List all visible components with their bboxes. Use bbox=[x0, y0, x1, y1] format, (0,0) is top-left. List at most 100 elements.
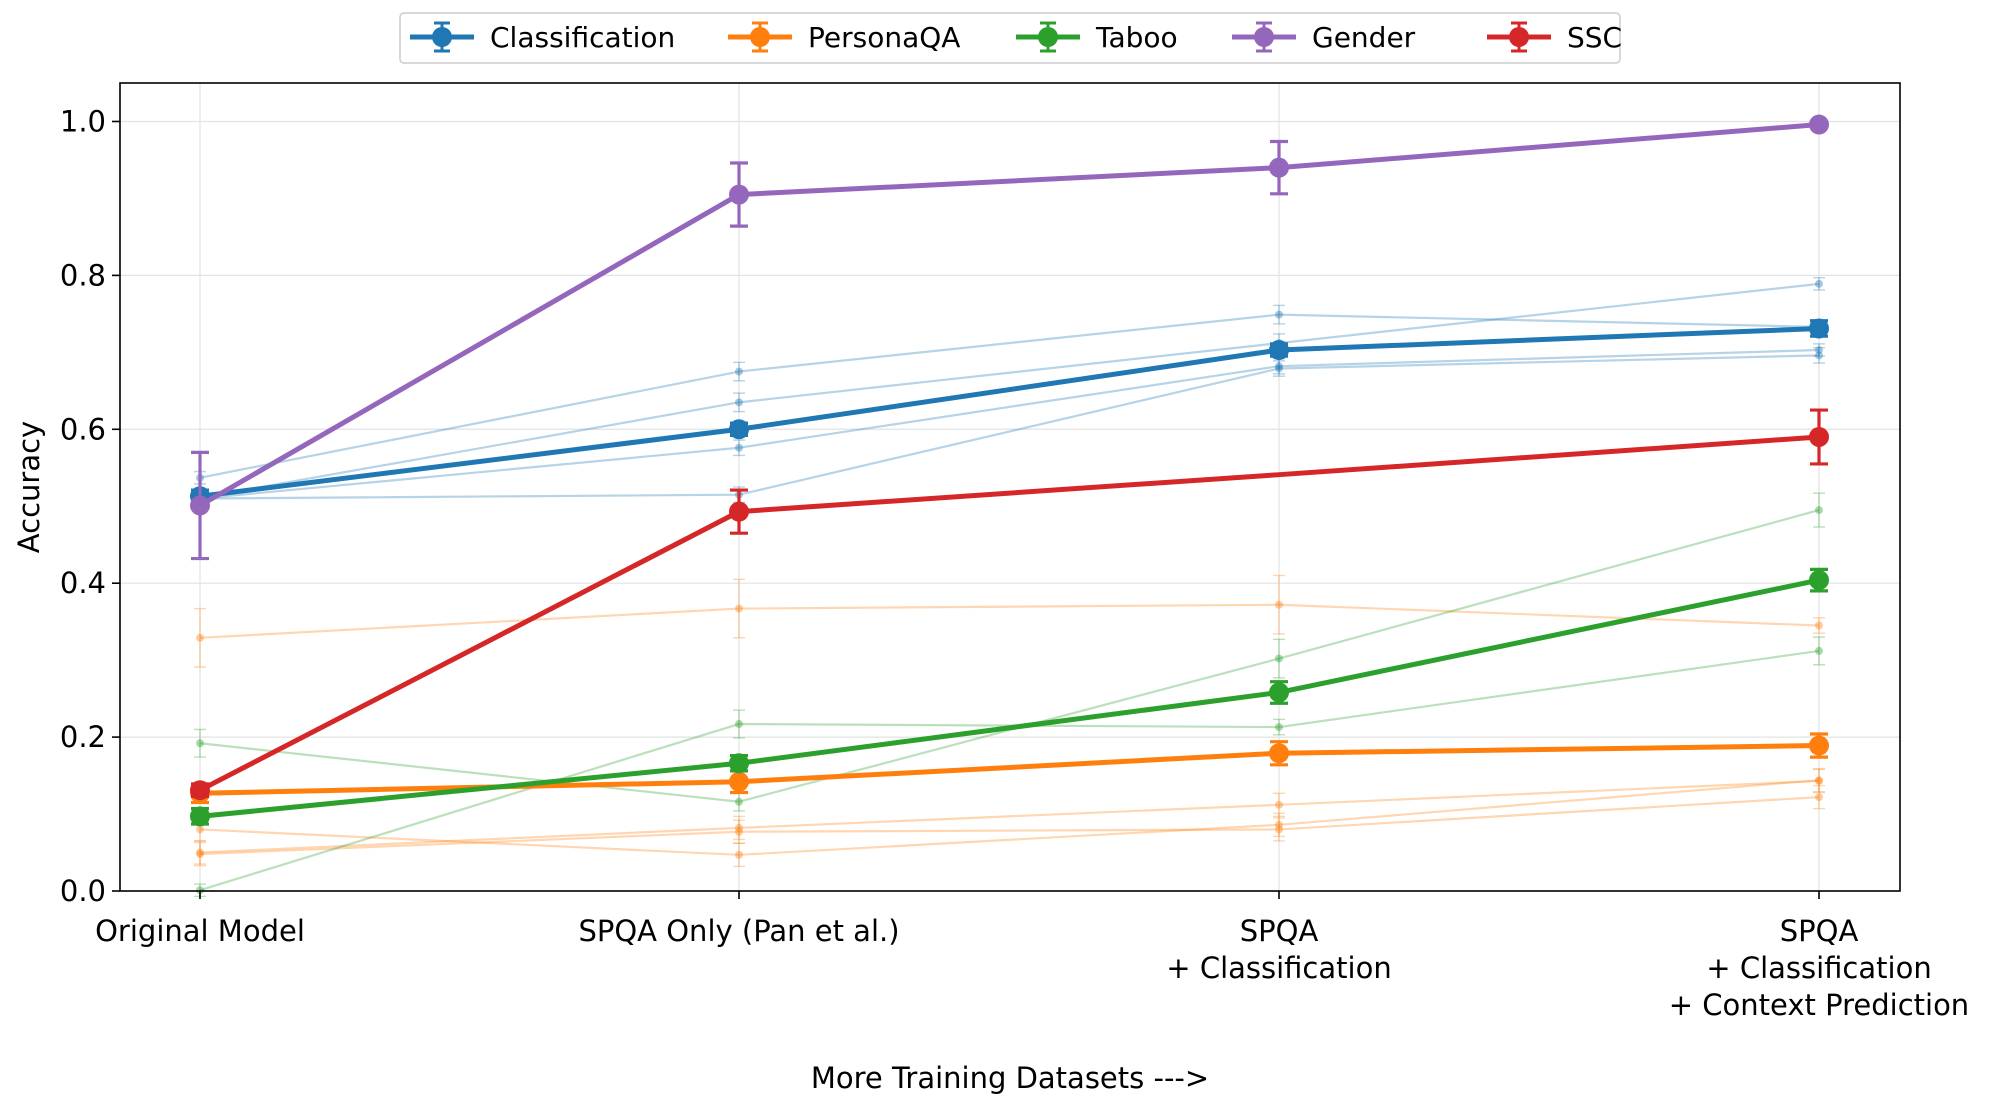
classification-subseries-point bbox=[1275, 362, 1283, 371]
y-tick-label: 0.8 bbox=[60, 258, 106, 292]
legend-item-gender: Gender bbox=[1232, 21, 1416, 54]
gender-point bbox=[1809, 114, 1829, 135]
taboo-subseries-point bbox=[196, 739, 204, 748]
classification-subseries-point bbox=[1815, 279, 1823, 288]
legend-label: Taboo bbox=[1095, 21, 1178, 54]
legend-item-taboo: Taboo bbox=[1016, 21, 1178, 54]
taboo-series bbox=[190, 567, 1829, 827]
classification-subseries-point bbox=[1275, 310, 1283, 319]
ssc-point bbox=[190, 780, 210, 801]
taboo-point bbox=[1809, 570, 1829, 591]
personaqa-subseries-point bbox=[735, 604, 743, 613]
personaqa-subseries-point bbox=[1275, 800, 1283, 809]
ssc-point bbox=[729, 501, 749, 522]
taboo-subseries-point bbox=[735, 797, 743, 806]
personaqa-subseries-point bbox=[1275, 600, 1283, 609]
ssc-series bbox=[190, 408, 1829, 801]
personaqa-subseries-line bbox=[199, 796, 1820, 856]
taboo-line bbox=[199, 577, 1820, 819]
taboo-point bbox=[729, 753, 749, 774]
ssc-line bbox=[198, 434, 1820, 793]
classification-subseries-point bbox=[1815, 351, 1823, 360]
y-axis-label: Accuracy bbox=[12, 421, 46, 553]
legend-label: SSC bbox=[1567, 21, 1622, 54]
legend-item-ssc: SSC bbox=[1487, 21, 1622, 54]
x-tick-label: SPQA Only (Pan et al.) bbox=[578, 914, 899, 948]
legend-frame bbox=[399, 12, 1621, 64]
x-tick-label: SPQA bbox=[1780, 914, 1859, 948]
legend-label: Classification bbox=[490, 21, 675, 54]
classification-subseries-point bbox=[735, 398, 743, 407]
classification-subseries-point bbox=[735, 443, 743, 452]
y-tick-label: 0.4 bbox=[60, 566, 106, 600]
personaqa-subseries-point bbox=[1815, 793, 1823, 802]
personaqa-subseries-point bbox=[196, 825, 204, 834]
y-tick-label: 0.0 bbox=[60, 874, 106, 908]
personaqa-subseries-line bbox=[199, 779, 1820, 856]
classification-subseries-line bbox=[199, 354, 1820, 500]
classification-subseries-point bbox=[1815, 346, 1823, 355]
axis-layer: 0.0 0.2 0.4 0.6 0.8 1.0 Original Model SPQA Onl… bbox=[60, 104, 1969, 1022]
gender-series bbox=[190, 114, 1829, 561]
personaqa-subseries-point bbox=[1815, 621, 1823, 630]
classification-point bbox=[1809, 318, 1829, 339]
gender-point bbox=[1269, 157, 1289, 178]
x-tick-label: + Classification bbox=[1706, 951, 1931, 985]
personaqa-subseries-point bbox=[196, 848, 204, 857]
legend-label: PersonaQA bbox=[808, 21, 960, 54]
x-tick-label: + Context Prediction bbox=[1669, 988, 1969, 1022]
y-tick-label: 1.0 bbox=[60, 104, 106, 138]
classification-point bbox=[1269, 340, 1289, 361]
gender-point bbox=[190, 495, 210, 516]
legend-item-classification: Classification bbox=[410, 21, 675, 54]
legend-swatch-marker bbox=[750, 27, 770, 47]
taboo-point bbox=[190, 806, 210, 827]
taboo-point bbox=[1269, 682, 1289, 703]
taboo-subseries-point bbox=[1275, 723, 1283, 732]
personaqa-subseries-point bbox=[735, 827, 743, 836]
classification-subseries-line bbox=[199, 313, 1820, 479]
classification-point bbox=[729, 419, 749, 440]
personaqa-subseries-line bbox=[199, 603, 1820, 639]
gender-line bbox=[198, 122, 1820, 508]
taboo-subseries-point bbox=[1815, 646, 1823, 655]
legend-swatch-marker bbox=[1038, 27, 1058, 47]
legend-label: Gender bbox=[1312, 21, 1416, 54]
ssc-point bbox=[1809, 426, 1829, 447]
x-axis-label: More Training Datasets ---> bbox=[811, 1061, 1209, 1095]
main-series-layer bbox=[190, 114, 1829, 827]
plot-frame bbox=[119, 82, 1901, 892]
gender-point bbox=[729, 184, 749, 205]
personaqa-subseries-point bbox=[1275, 825, 1283, 834]
legend-swatch-marker bbox=[432, 27, 452, 47]
personaqa-subseries-line bbox=[199, 779, 1820, 854]
taboo-subseries-point bbox=[1275, 654, 1283, 663]
legend-swatch-marker bbox=[1254, 27, 1274, 47]
personaqa-subseries-point bbox=[735, 850, 743, 859]
classification-series bbox=[190, 318, 1829, 507]
classification-line bbox=[199, 325, 1820, 499]
classification-subseries-line bbox=[199, 282, 1820, 499]
x-tick-label: + Classification bbox=[1166, 951, 1391, 985]
legend-swatch-marker bbox=[1509, 27, 1529, 47]
classification-subseries-point bbox=[735, 367, 743, 376]
x-tick-label: SPQA bbox=[1240, 914, 1319, 948]
taboo-subseries-point bbox=[1815, 506, 1823, 515]
personaqa-subseries-point bbox=[196, 633, 204, 642]
taboo-subseries-point bbox=[735, 720, 743, 729]
classification-subseries-point bbox=[1275, 364, 1283, 373]
personaqa-subseries-point bbox=[1815, 776, 1823, 785]
personaqa-subseries-point bbox=[1275, 820, 1283, 829]
y-tick-label: 0.2 bbox=[60, 720, 106, 754]
legend-item-personaqa: PersonaQA bbox=[728, 21, 960, 54]
taboo-subseries-line bbox=[199, 509, 1820, 803]
y-tick-label: 0.6 bbox=[60, 412, 106, 446]
personaqa-subseries-point bbox=[1815, 776, 1823, 785]
personaqa-subseries-point bbox=[196, 850, 204, 859]
personaqa-point bbox=[1269, 743, 1289, 764]
personaqa-subseries-point bbox=[735, 823, 743, 832]
classification-subseries-line bbox=[199, 348, 1820, 500]
personaqa-point bbox=[1809, 735, 1829, 756]
personaqa-point bbox=[729, 771, 749, 792]
